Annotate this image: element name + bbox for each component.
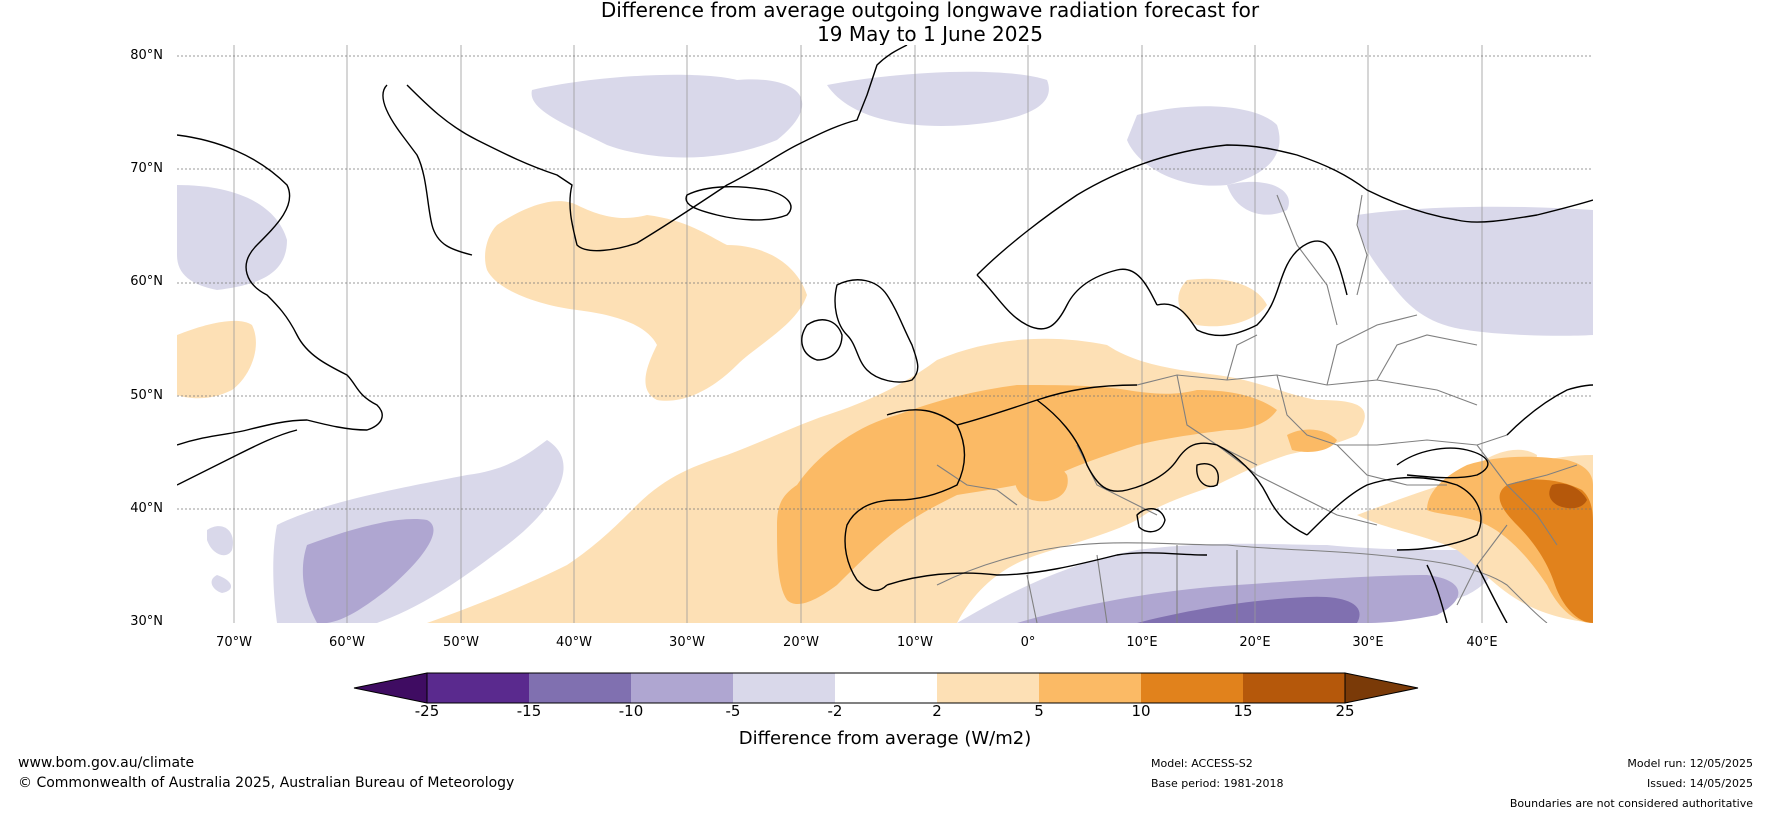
lon-label-20w: 20°W <box>783 635 819 650</box>
title-line-2: 19 May to 1 June 2025 <box>817 22 1043 46</box>
colorbar-tick: -15 <box>516 702 542 720</box>
anomaly-fill-dark-orange <box>1499 479 1593 623</box>
footer-disclaimer: Boundaries are not considered authoritat… <box>1509 797 1753 810</box>
anomaly-fill-dark-purple <box>1137 596 1360 623</box>
colorbar-tick: 25 <box>1335 702 1355 720</box>
colorbar-bin-9 <box>1243 673 1345 703</box>
colorbar-tick: 15 <box>1233 702 1253 720</box>
colorbar-bin-6 <box>937 673 1039 703</box>
lon-label-50w: 50°W <box>443 635 479 650</box>
anomaly-fill-brown <box>1549 483 1587 509</box>
lon-label-30e: 30°E <box>1352 635 1384 650</box>
colorbar-tick: -2 <box>827 702 843 720</box>
lon-label-40w: 40°W <box>556 635 592 650</box>
footer-model: Model: ACCESS-S2 <box>1151 757 1253 770</box>
lon-label-40e: 40°E <box>1466 635 1498 650</box>
olr-anomaly-map <box>177 45 1593 623</box>
lat-label-80n: 80°N <box>130 48 163 63</box>
map-gridlines <box>233 45 1483 623</box>
colorbar-tick: 10 <box>1131 702 1151 720</box>
lat-label-50n: 50°N <box>130 388 163 403</box>
colorbar-tick: 5 <box>1034 702 1044 720</box>
lon-label-10e: 10°E <box>1126 635 1158 650</box>
lat-label-40n: 40°N <box>130 501 163 516</box>
colorbar-bin-1 <box>427 673 529 703</box>
lon-label-70w: 70°W <box>216 635 252 650</box>
footer-copyright: © Commonwealth of Australia 2025, Austra… <box>18 775 515 791</box>
colorbar-tick: -25 <box>414 702 440 720</box>
map-title: Difference from average outgoing longwav… <box>0 0 1770 46</box>
colorbar-label: Difference from average (W/m2) <box>738 728 1032 749</box>
country-borders <box>936 194 1578 623</box>
colorbar-bin-7 <box>1039 673 1141 703</box>
footer-website: www.bom.gov.au/climate <box>18 755 195 771</box>
colorbar-bin-8 <box>1141 673 1243 703</box>
colorbar-tick: -10 <box>618 702 644 720</box>
colorbar-bin-4 <box>733 673 835 703</box>
lat-label-70n: 70°N <box>130 161 163 176</box>
footer-model-run: Model run: 12/05/2025 <box>1627 757 1753 770</box>
map-panel <box>177 45 1593 623</box>
lat-label-60n: 60°N <box>130 274 163 289</box>
lon-label-30w: 30°W <box>669 635 705 650</box>
colorbar-extend-high <box>1344 672 1419 704</box>
title-line-1: Difference from average outgoing longwav… <box>600 0 1260 22</box>
footer-base-period: Base period: 1981-2018 <box>1151 777 1284 790</box>
lat-label-30n: 30°N <box>130 614 163 629</box>
colorbar-tick: -5 <box>725 702 741 720</box>
map-parallels <box>177 55 1593 510</box>
colorbar-outline <box>426 672 1346 704</box>
colorbar-bin-2 <box>529 673 631 703</box>
lon-label-0: 0° <box>1020 635 1036 650</box>
colorbar-bin-5 <box>835 673 937 703</box>
footer-issued: Issued: 14/05/2025 <box>1646 777 1753 790</box>
colorbar-tick: 2 <box>932 702 942 720</box>
colorbar-extend-low <box>353 672 428 704</box>
colorbar-bin-3 <box>631 673 733 703</box>
lon-label-10w: 10°W <box>897 635 933 650</box>
lon-label-20e: 20°E <box>1239 635 1271 650</box>
lon-label-60w: 60°W <box>329 635 365 650</box>
coastlines <box>177 45 1593 623</box>
